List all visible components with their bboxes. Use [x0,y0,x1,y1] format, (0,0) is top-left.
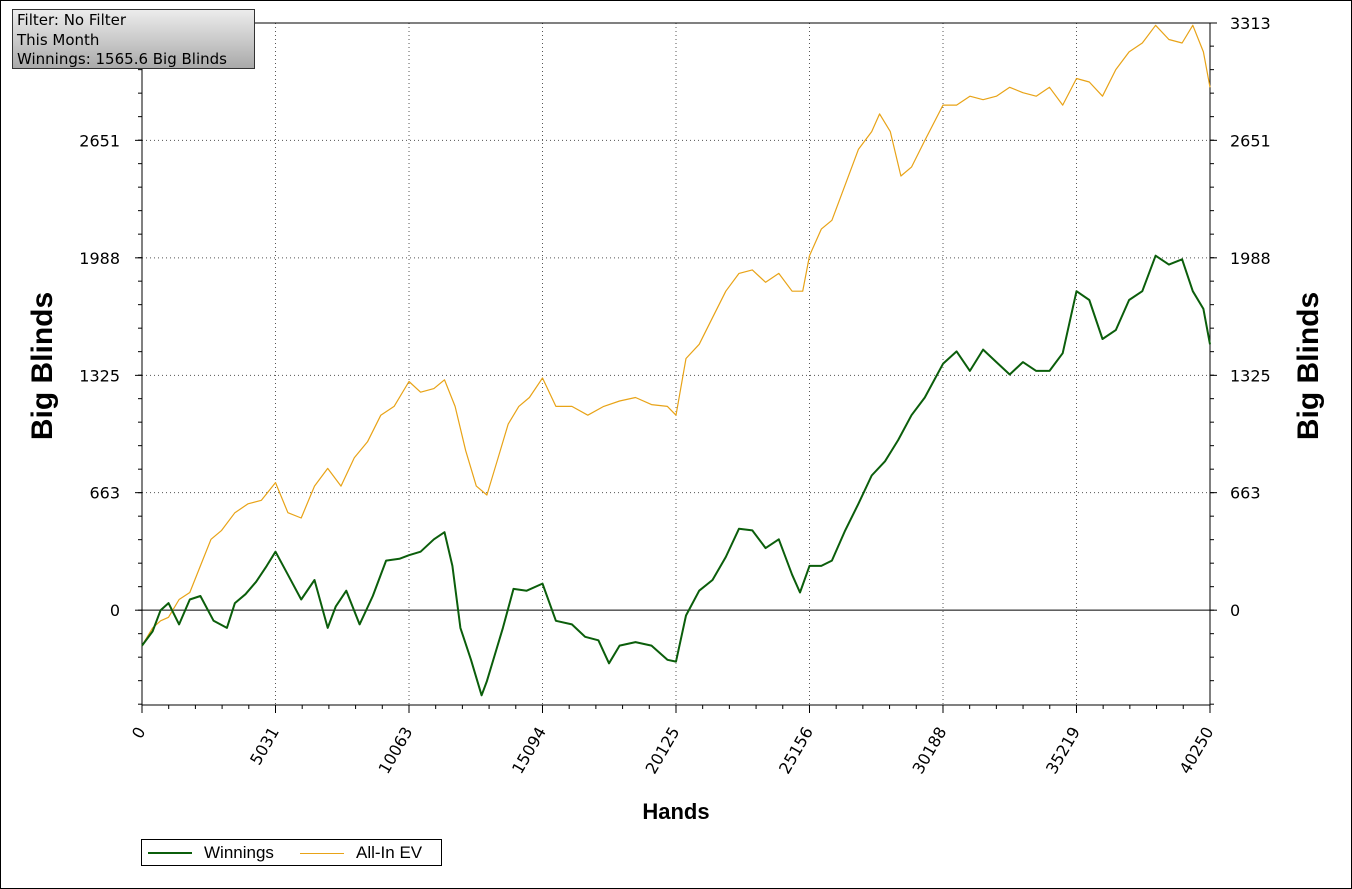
stats-info-box: Filter: No Filter This Month Winnings: 1… [12,9,255,69]
legend-label-winnings: Winnings [204,843,274,862]
legend: Winnings All-In EV [141,839,442,866]
y-axis-title-right: Big Blinds [1292,292,1325,440]
x-tick-label: 15094 [508,724,550,778]
x-tick-label: 5031 [246,724,283,769]
x-tick-label: 30188 [909,724,951,778]
filter-text: Filter: No Filter [17,11,127,29]
x-tick-label: 25156 [775,724,817,778]
y-tick-label-right: 1988 [1230,249,1271,268]
winnings-text: Winnings: 1565.6 Big Blinds [17,50,227,68]
x-tick-label: 0 [128,724,150,742]
legend-label-ev: All-In EV [356,843,423,862]
tick-labels: 0 5031 10063 15094 20125 25156 30188 35219 40250… [79,14,1270,777]
winnings-line-swatch-icon [148,852,192,854]
winnings-series-line [141,254,1211,697]
axes [135,22,1217,713]
period-text: This Month [17,30,100,49]
x-tick-label: 10063 [375,724,417,778]
y-tick-label-left: 663 [89,484,120,503]
ev-line-swatch-icon [300,852,344,854]
series-layer [141,24,1211,697]
x-axis-title: Hands [642,799,709,824]
y-tick-label-left: 2651 [79,131,120,150]
x-tick-label: 35219 [1042,724,1084,778]
x-tick-label: 20125 [642,724,684,778]
y-tick-label-right: 1325 [1230,366,1271,385]
legend-item-ev: All-In EV [300,843,422,863]
y-tick-label-left: 1988 [79,249,120,268]
grid [142,23,1210,705]
y-tick-label-right: 0 [1230,601,1240,620]
y-tick-label-left: 0 [110,601,120,620]
legend-item-winnings: Winnings [148,843,274,863]
y-tick-label-right: 3313 [1230,14,1271,33]
y-tick-label-right: 2651 [1230,131,1271,150]
y-tick-label-right: 663 [1230,484,1261,503]
y-tick-label-left: 1325 [79,366,120,385]
ev-series-line [141,24,1211,646]
y-axis-title-left: Big Blinds [26,292,59,440]
x-tick-label: 40250 [1176,724,1218,778]
